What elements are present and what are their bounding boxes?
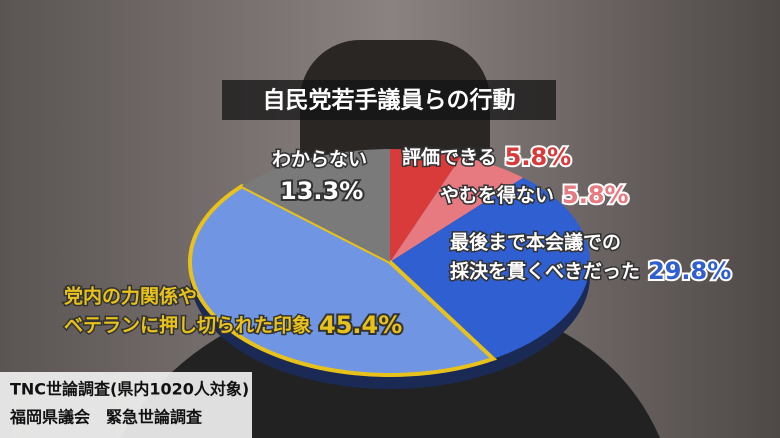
pie-slice xyxy=(390,156,524,262)
pie-slice xyxy=(241,149,390,262)
value-label: 13.3% xyxy=(280,177,363,205)
chart-title: 自民党若手議員らの行動 xyxy=(263,87,516,114)
value-label: 29.8% xyxy=(648,257,731,285)
value-label: 5.8% xyxy=(562,181,629,209)
value-label: 5.8% xyxy=(505,143,572,171)
slice-label: やむを得ない xyxy=(440,184,554,207)
source-box xyxy=(0,372,252,438)
slice-label: ベテランに押し切られた印象 xyxy=(64,314,311,337)
source-line: TNC世論調査(県内1020人対象) xyxy=(10,380,249,399)
slice-label: 評価できる xyxy=(402,146,497,169)
slice-label: 最後まで本会議での xyxy=(450,231,621,254)
pie-slice xyxy=(390,177,590,359)
source-line: 福岡県議会 緊急世論調査 xyxy=(9,408,202,427)
pie-slice xyxy=(188,183,498,377)
slice-label: わからない xyxy=(272,149,367,171)
pie xyxy=(188,149,590,389)
pie-slice xyxy=(390,149,462,262)
slice-label: 採決を貫くべきだった xyxy=(450,261,640,283)
title-box xyxy=(222,80,556,120)
value-label: 45.4% xyxy=(319,311,402,339)
slice-label: 党内の力関係や xyxy=(64,285,197,308)
